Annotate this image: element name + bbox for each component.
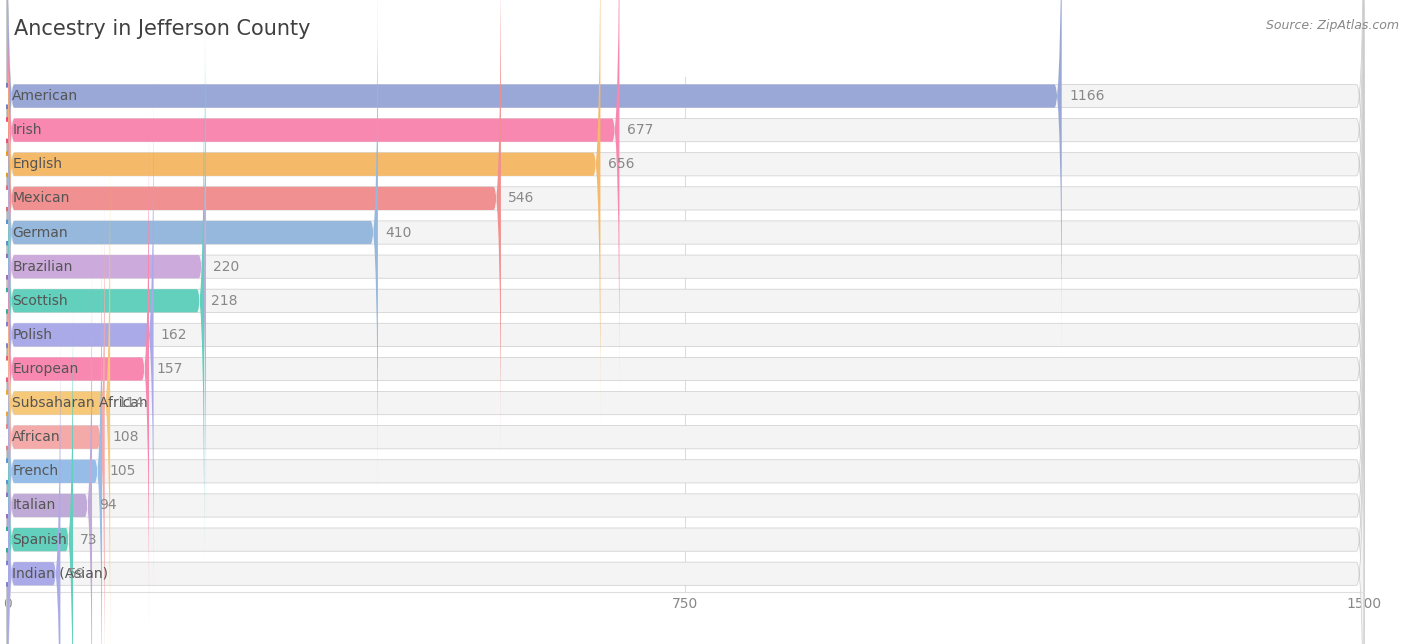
Text: Source: ZipAtlas.com: Source: ZipAtlas.com <box>1265 19 1399 32</box>
Text: 162: 162 <box>160 328 187 342</box>
Text: Scottish: Scottish <box>13 294 67 308</box>
FancyBboxPatch shape <box>7 210 103 644</box>
Text: 410: 410 <box>385 225 412 240</box>
Text: 108: 108 <box>112 430 138 444</box>
FancyBboxPatch shape <box>7 278 73 644</box>
FancyBboxPatch shape <box>7 0 378 494</box>
FancyBboxPatch shape <box>7 73 1364 596</box>
Text: Subsaharan African: Subsaharan African <box>13 396 148 410</box>
FancyBboxPatch shape <box>7 39 204 562</box>
Text: Irish: Irish <box>13 123 42 137</box>
FancyBboxPatch shape <box>7 0 620 392</box>
Text: 656: 656 <box>607 157 634 171</box>
FancyBboxPatch shape <box>7 108 149 630</box>
FancyBboxPatch shape <box>7 5 1364 528</box>
FancyBboxPatch shape <box>7 5 207 528</box>
FancyBboxPatch shape <box>7 0 1364 426</box>
FancyBboxPatch shape <box>7 312 60 644</box>
Text: European: European <box>13 362 79 376</box>
Text: 105: 105 <box>110 464 135 478</box>
FancyBboxPatch shape <box>7 39 1364 562</box>
Text: American: American <box>13 89 79 103</box>
Text: 114: 114 <box>117 396 143 410</box>
Text: 157: 157 <box>156 362 183 376</box>
Text: Brazilian: Brazilian <box>13 260 73 274</box>
Text: 220: 220 <box>214 260 239 274</box>
Text: French: French <box>13 464 59 478</box>
FancyBboxPatch shape <box>7 176 1364 644</box>
Text: 73: 73 <box>80 533 98 547</box>
Text: German: German <box>13 225 67 240</box>
FancyBboxPatch shape <box>7 0 501 460</box>
FancyBboxPatch shape <box>7 0 1364 357</box>
Text: English: English <box>13 157 62 171</box>
Text: 1166: 1166 <box>1069 89 1105 103</box>
Text: 546: 546 <box>508 191 534 205</box>
FancyBboxPatch shape <box>7 0 600 426</box>
Text: 677: 677 <box>627 123 652 137</box>
Text: 218: 218 <box>211 294 238 308</box>
FancyBboxPatch shape <box>7 0 1364 392</box>
Text: 59: 59 <box>67 567 86 581</box>
FancyBboxPatch shape <box>7 0 1364 460</box>
Text: Indian (Asian): Indian (Asian) <box>13 567 108 581</box>
Text: 94: 94 <box>100 498 117 513</box>
FancyBboxPatch shape <box>7 244 1364 644</box>
Text: Mexican: Mexican <box>13 191 70 205</box>
FancyBboxPatch shape <box>7 142 110 644</box>
FancyBboxPatch shape <box>7 0 1062 357</box>
Text: African: African <box>13 430 60 444</box>
FancyBboxPatch shape <box>7 73 153 596</box>
FancyBboxPatch shape <box>7 312 1364 644</box>
FancyBboxPatch shape <box>7 244 91 644</box>
Text: Ancestry in Jefferson County: Ancestry in Jefferson County <box>14 19 311 39</box>
FancyBboxPatch shape <box>7 176 104 644</box>
Text: Spanish: Spanish <box>13 533 67 547</box>
FancyBboxPatch shape <box>7 142 1364 644</box>
FancyBboxPatch shape <box>7 278 1364 644</box>
Text: Italian: Italian <box>13 498 55 513</box>
FancyBboxPatch shape <box>7 0 1364 494</box>
FancyBboxPatch shape <box>7 108 1364 630</box>
Text: Polish: Polish <box>13 328 52 342</box>
FancyBboxPatch shape <box>7 210 1364 644</box>
